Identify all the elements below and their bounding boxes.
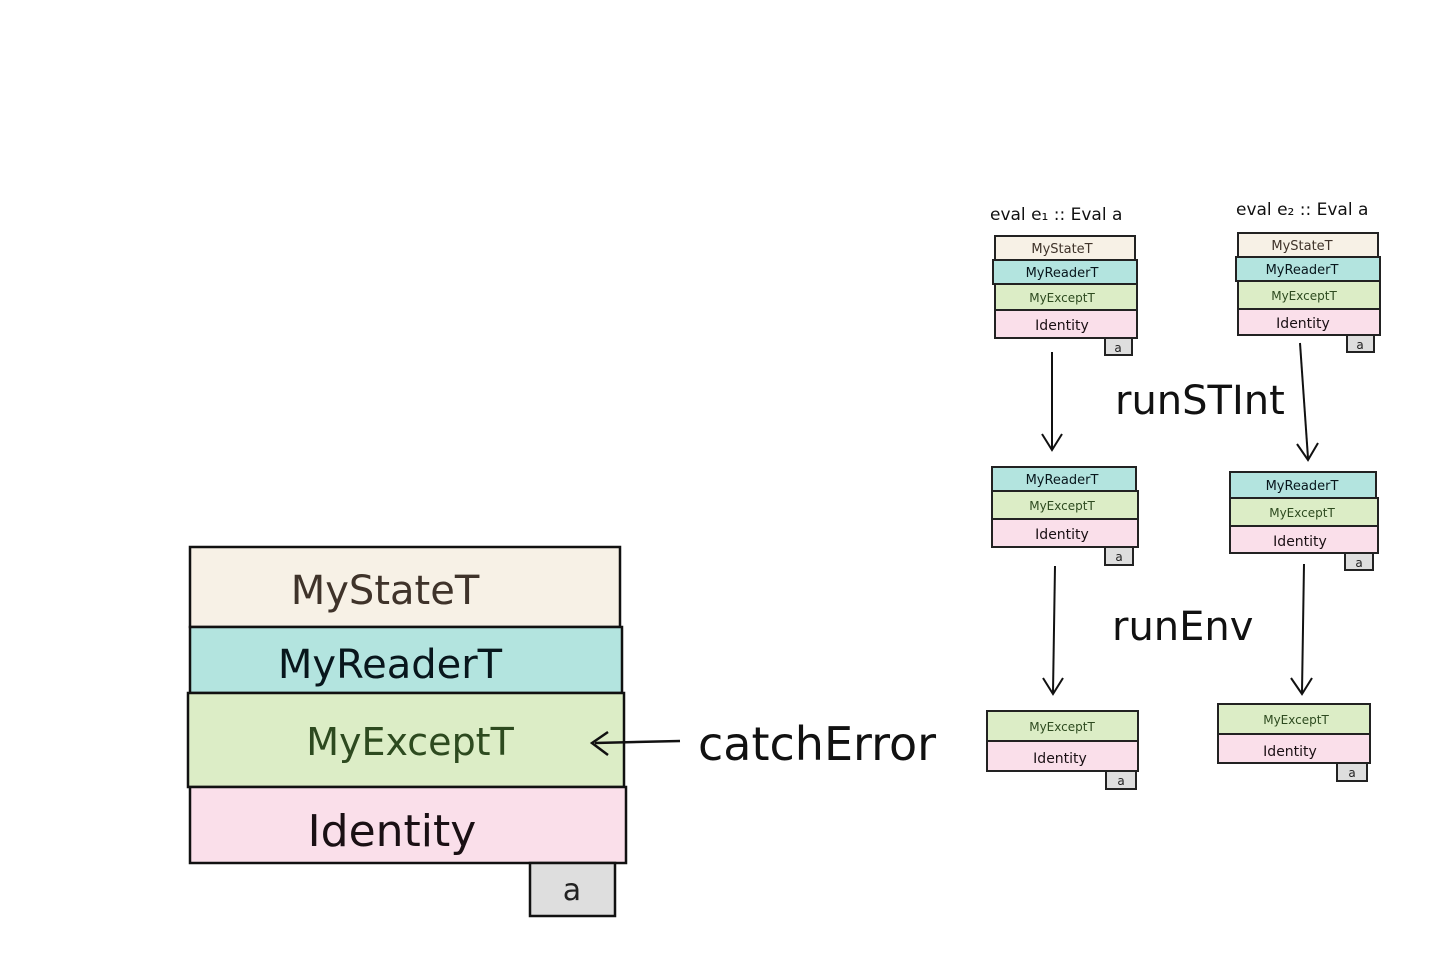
column-1-stack-no-state: MyReaderT MyExceptT Identity a [991, 466, 1139, 566]
column-2-stack-full-except-label: MyExceptT [1271, 289, 1337, 303]
column-1-arrow-run-env [1042, 565, 1064, 696]
column-1-stack-no-state-identity-label: Identity [1035, 527, 1089, 543]
main-layer-state-label: MyStateT [291, 568, 480, 614]
column-1-stack-except-only-identity-label: Identity [1033, 751, 1087, 767]
catch-error-annotation: catchError [589, 717, 936, 771]
column-1-stack-full-value-label: a [1114, 341, 1121, 355]
column-1-stack-no-state-reader-label: MyReaderT [1026, 473, 1099, 488]
column-1-arrow-run-st-int [1041, 352, 1063, 452]
column-1-stack-full-identity-label: Identity [1035, 318, 1089, 334]
column-2-stack-full-value-label: a [1356, 338, 1363, 352]
main-layer-reader-label: MyReaderT [278, 642, 503, 688]
column-2-stack-except-only-value-label: a [1348, 766, 1355, 780]
column-2-stack-no-state-value-label: a [1355, 556, 1362, 570]
column-2-stack-no-state-except-label: MyExceptT [1269, 506, 1335, 520]
column-2-arrow-run-st-int [1296, 342, 1319, 462]
catch-error-arrow [594, 739, 681, 745]
main-value-label: a [563, 873, 581, 908]
column-1-stack-except-only-except-label: MyExceptT [1029, 720, 1095, 734]
column-2-arrow-run-env [1290, 563, 1313, 696]
column-1-stack-full-except-label: MyExceptT [1029, 291, 1095, 305]
transform-label-run-env: runEnv [1112, 604, 1253, 650]
column-1-stack-no-state-value-label: a [1115, 550, 1122, 564]
column-2-stack-except-only-identity-label: Identity [1263, 744, 1317, 760]
main-layer-state: MyStateT [188, 545, 622, 629]
column-1-stack-full-reader-label: MyReaderT [1026, 266, 1099, 281]
main-layer-except: MyExceptT [186, 691, 626, 789]
column-2-stack-full: MyStateT MyReaderT MyExceptT Identity a [1235, 232, 1381, 353]
main-layer-except-label: MyExceptT [306, 720, 514, 764]
column-1-stack-full: MyStateT MyReaderT MyExceptT Identity a [992, 235, 1138, 356]
column-2-stack-full-reader-label: MyReaderT [1266, 263, 1339, 278]
column-2-stack-no-state-reader-label: MyReaderT [1266, 479, 1339, 494]
main-layer-identity-label: Identity [308, 806, 477, 857]
column-2-stack-full-state-label: MyStateT [1271, 239, 1332, 254]
column-1-stack-full-state-label: MyStateT [1031, 242, 1092, 257]
main-layer-reader: MyReaderT [188, 625, 624, 695]
main-layer-identity: Identity [188, 785, 628, 865]
column-2-stack-full-identity-label: Identity [1276, 316, 1330, 332]
main-value-box: a [528, 861, 617, 918]
column-2-stack-no-state-identity-label: Identity [1273, 534, 1327, 550]
column-2-stack-no-state: MyReaderT MyExceptT Identity a [1229, 471, 1379, 571]
column-2-stack-except-only: MyExceptT Identity a [1217, 703, 1371, 782]
catch-error-arrowhead [589, 730, 609, 756]
column-1-stack-except-only: MyExceptT Identity a [986, 710, 1139, 790]
column-1-title: eval e₁ :: Eval a [990, 205, 1122, 225]
column-2-stack-except-only-except-label: MyExceptT [1263, 713, 1329, 727]
column-1-stack-except-only-value-label: a [1117, 774, 1124, 788]
transform-label-run-st-int: runSTInt [1115, 378, 1285, 424]
catch-error-label: catchError [698, 717, 936, 771]
main-transformer-stack: MyStateT MyReaderT MyExceptT Identity a [186, 545, 628, 918]
column-2-title: eval e₂ :: Eval a [1236, 200, 1368, 220]
column-1-stack-no-state-except-label: MyExceptT [1029, 499, 1095, 513]
